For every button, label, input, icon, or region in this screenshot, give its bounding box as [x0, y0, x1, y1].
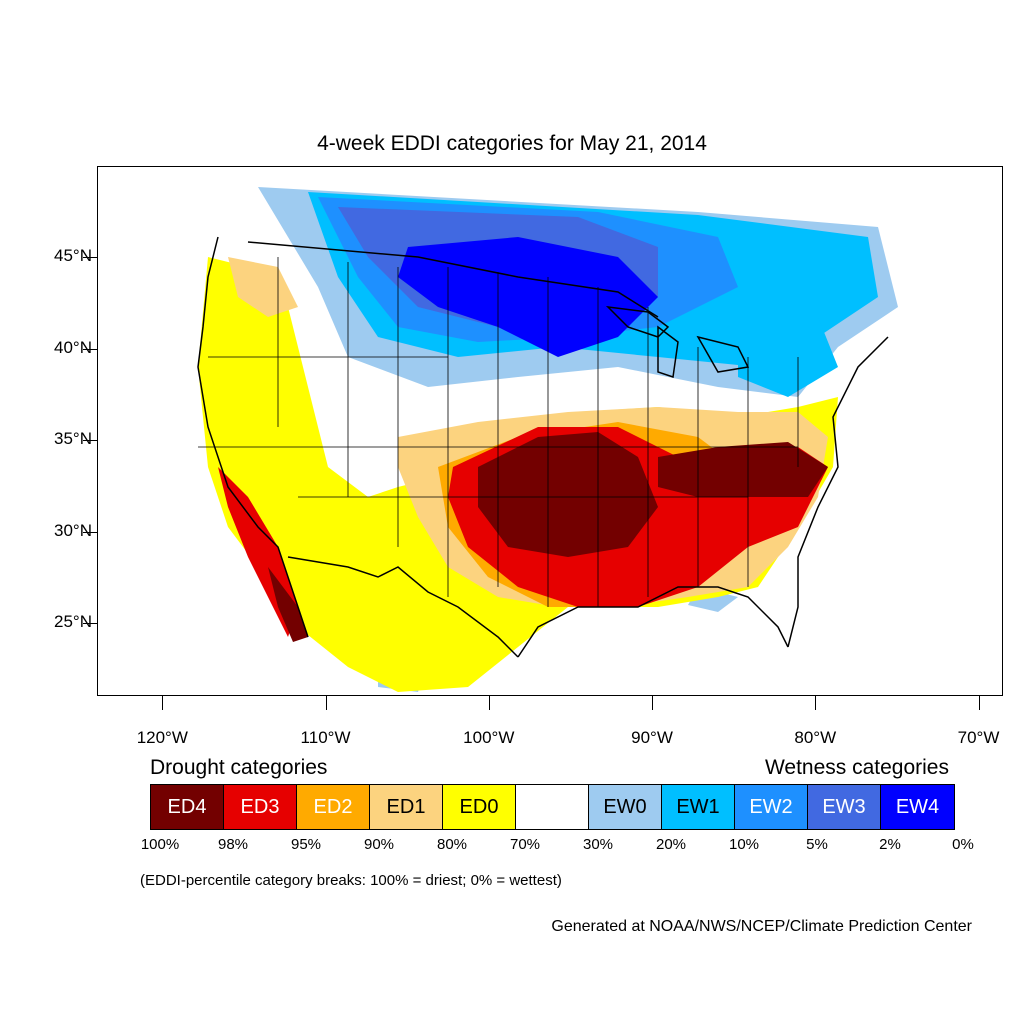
- lon-tick-label: 70°W: [957, 728, 1000, 747]
- footnote: (EDDI-percentile category breaks: 100% =…: [140, 872, 562, 889]
- legend-ew4: EW4: [881, 785, 954, 829]
- lon-tick-label: 90°W: [631, 728, 673, 747]
- ed4-region-baja: [268, 567, 308, 642]
- lon-tick-label: 110°W: [300, 728, 351, 747]
- lat-tick-label: 40°N: [54, 337, 92, 357]
- drought-field: [198, 257, 838, 692]
- percentile-label: 2%: [879, 836, 901, 853]
- us-canada-border: [247, 241, 659, 318]
- coastline-west: [197, 236, 309, 638]
- lon-tick-label: 100°W: [463, 728, 515, 747]
- lon-tick-mark: [325, 696, 327, 710]
- percentile-label: 5%: [806, 836, 828, 853]
- ed4-region: [478, 432, 658, 557]
- percentile-label: 70%: [509, 836, 541, 853]
- lon-tick-mark: [488, 696, 490, 710]
- lat-tick-mark: [83, 348, 97, 350]
- lat-tick-label: 30°N: [54, 520, 92, 540]
- percentile-label: 10%: [728, 836, 760, 853]
- legend-ew1: EW1: [662, 785, 735, 829]
- legend-ed1: ED1: [370, 785, 443, 829]
- percentile-label: 0%: [952, 836, 974, 853]
- drought-categories-title: Drought categories: [150, 756, 328, 779]
- lon-tick-label: 120°W: [136, 728, 188, 747]
- coastline-east: [787, 336, 889, 648]
- credit-line: Generated at NOAA/NWS/NCEP/Climate Predi…: [551, 918, 972, 935]
- percentile-label: 98%: [217, 836, 249, 853]
- percentile-label: 95%: [290, 836, 322, 853]
- ed1-region-nw: [228, 257, 298, 317]
- lon-tick-mark: [815, 696, 817, 710]
- legend-ew2: EW2: [735, 785, 808, 829]
- lat-tick-mark: [83, 622, 97, 624]
- map-panel: [97, 166, 1003, 696]
- legend-ed4: ED4: [151, 785, 224, 829]
- gulf-coast: [517, 586, 789, 658]
- legend-ed3: ED3: [224, 785, 297, 829]
- lat-tick-mark: [83, 531, 97, 533]
- lat-tick-label: 35°N: [54, 429, 92, 449]
- legend-ed2: ED2: [297, 785, 370, 829]
- lat-tick-mark: [83, 257, 97, 259]
- ew4-region: [398, 237, 658, 357]
- percentile-label: 20%: [655, 836, 687, 853]
- percentile-label: 100%: [140, 836, 180, 853]
- ed4-region-east: [658, 442, 828, 497]
- lon-tick-label: 80°W: [794, 728, 837, 747]
- lon-tick-mark: [978, 696, 980, 710]
- lat-tick-mark: [83, 440, 97, 442]
- lat-tick-label: 45°N: [54, 246, 92, 266]
- legend-neutral: [516, 785, 589, 829]
- ew1-region-east: [738, 297, 838, 397]
- wetness-categories-title: Wetness categories: [764, 756, 949, 779]
- legend-ed0: ED0: [443, 785, 516, 829]
- percentile-label: 30%: [582, 836, 614, 853]
- legend-color-bar: ED4 ED3 ED2 ED1 ED0 EW0 EW1 EW2 EW3 EW4: [150, 784, 955, 830]
- legend-ew0: EW0: [589, 785, 662, 829]
- lat-tick-label: 25°N: [54, 611, 92, 631]
- boundaries: [197, 236, 889, 658]
- percentile-label: 80%: [436, 836, 468, 853]
- legend-ew3: EW3: [808, 785, 881, 829]
- lon-tick-mark: [162, 696, 164, 710]
- state-lines: [198, 257, 799, 607]
- map-title: 4-week EDDI categories for May 21, 2014: [317, 132, 707, 155]
- percentile-label: 90%: [363, 836, 395, 853]
- us-mexico-border: [287, 556, 519, 658]
- eddi-map: [197, 187, 898, 692]
- lon-tick-mark: [652, 696, 654, 710]
